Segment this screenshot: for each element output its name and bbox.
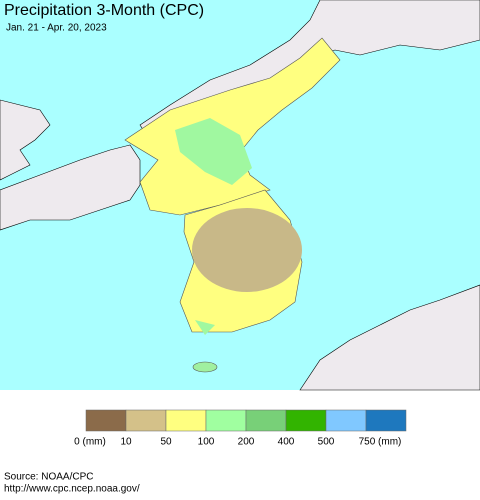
source-url: http://www.cpc.ncep.noaa.gov/ — [4, 484, 140, 495]
legend-label: 10 — [120, 437, 132, 448]
legend-swatch — [285, 409, 327, 432]
source: Source: NOAA/CPC — [4, 472, 93, 483]
legend-label: 100 — [198, 437, 215, 448]
precip-patch-green — [175, 118, 252, 185]
sea — [0, 0, 200, 40]
title: Precipitation 3-Month (CPC) — [4, 2, 204, 19]
legend-label: 500 — [318, 437, 335, 448]
legend-swatch — [85, 409, 127, 432]
legend-swatch — [245, 409, 287, 432]
land-liaodong — [0, 144, 141, 231]
precip-patch-green-south — [195, 320, 215, 335]
land-china-east — [0, 99, 51, 181]
legend-swatch — [125, 409, 167, 432]
map — [0, 0, 480, 391]
legend: 0 (mm) 10 50 100 200 400 500 750 (mm) — [74, 409, 407, 448]
land-japan — [299, 284, 480, 391]
legend-swatch — [365, 409, 407, 432]
legend-label: 750 (mm) — [359, 437, 402, 448]
legend-swatch — [205, 409, 247, 432]
subtitle: Jan. 21 - Apr. 20, 2023 — [6, 23, 107, 34]
north-korea — [124, 37, 341, 216]
precip-patch-brown — [192, 208, 302, 292]
legend-label: 200 — [238, 437, 255, 448]
legend-label: 400 — [278, 437, 295, 448]
legend-swatch — [325, 409, 367, 432]
legend-label: 0 (mm) — [74, 437, 106, 448]
legend-label: 50 — [160, 437, 172, 448]
legend-swatch — [165, 409, 207, 432]
jeju — [192, 361, 218, 373]
